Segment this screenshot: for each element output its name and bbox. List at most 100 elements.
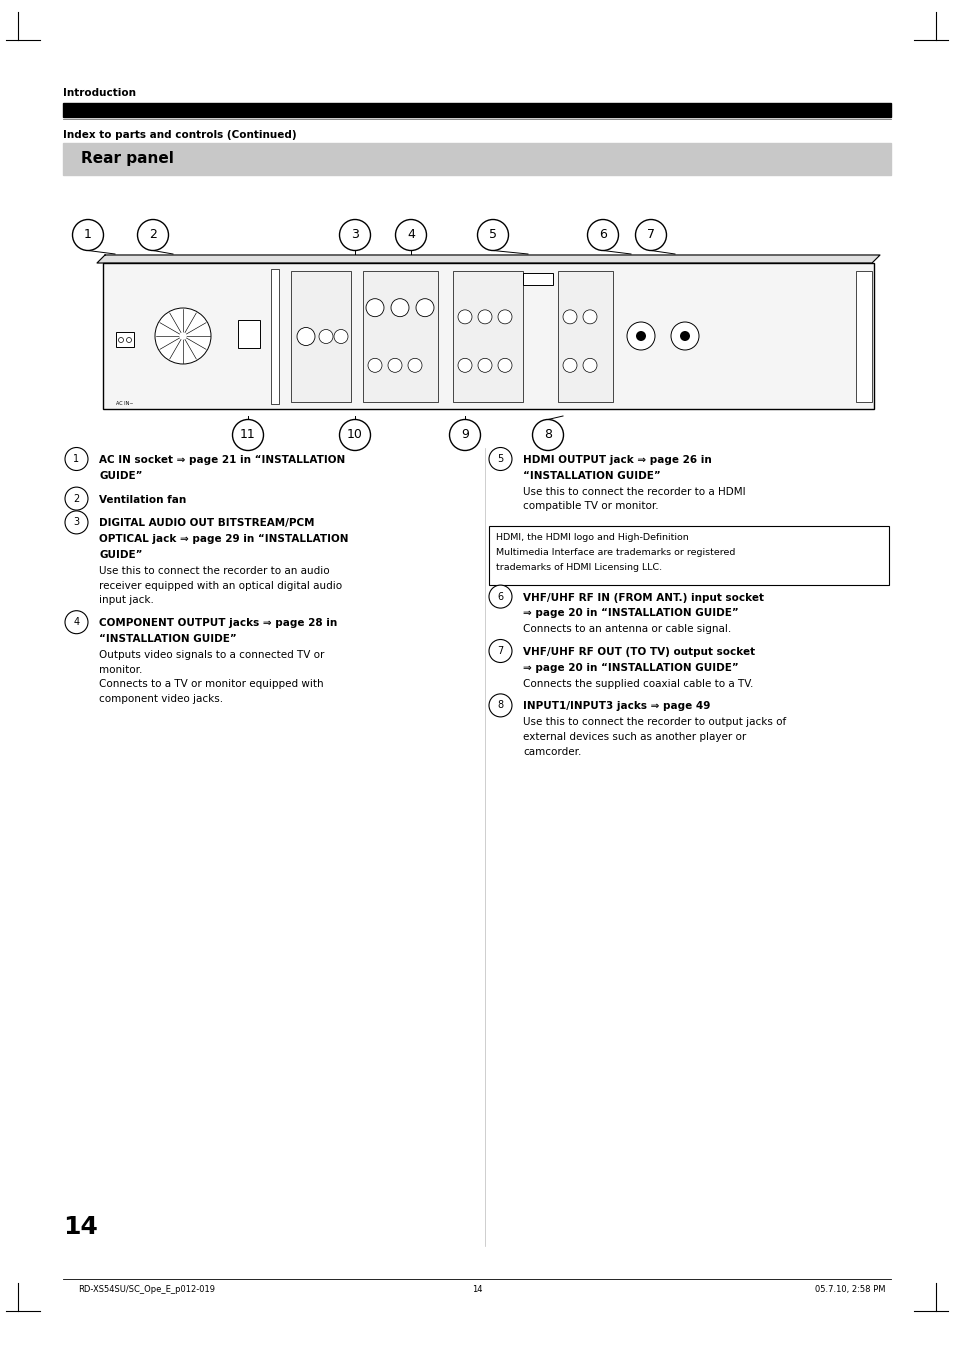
Text: 2: 2 [73, 493, 79, 504]
Text: Use this to connect the recorder to output jacks of: Use this to connect the recorder to outp… [522, 717, 785, 727]
Circle shape [582, 309, 597, 324]
Text: HDMI OUTPUT jack ⇒ page 26 in: HDMI OUTPUT jack ⇒ page 26 in [522, 455, 711, 465]
Circle shape [562, 309, 577, 324]
Text: input jack.: input jack. [99, 596, 153, 605]
Text: 8: 8 [497, 700, 503, 711]
Text: ⇒ page 20 in “INSTALLATION GUIDE”: ⇒ page 20 in “INSTALLATION GUIDE” [522, 608, 738, 619]
Text: Rear panel: Rear panel [81, 151, 173, 166]
Text: ⇒ page 20 in “INSTALLATION GUIDE”: ⇒ page 20 in “INSTALLATION GUIDE” [522, 663, 738, 673]
Text: 14: 14 [471, 1285, 482, 1294]
Bar [63, 103, 890, 118]
Text: RD-XS54SU/SC_Ope_E_p012-019: RD-XS54SU/SC_Ope_E_p012-019 [78, 1285, 214, 1294]
Circle shape [679, 331, 689, 340]
Text: 8: 8 [543, 428, 552, 442]
Text: Connects the supplied coaxial cable to a TV.: Connects the supplied coaxial cable to a… [522, 678, 753, 689]
Text: “INSTALLATION GUIDE”: “INSTALLATION GUIDE” [522, 470, 660, 481]
Text: 6: 6 [497, 592, 503, 601]
Text: compatible TV or monitor.: compatible TV or monitor. [522, 501, 658, 512]
Text: Connects to an antenna or cable signal.: Connects to an antenna or cable signal. [522, 624, 731, 634]
Text: AC IN socket ⇒ page 21 in “INSTALLATION: AC IN socket ⇒ page 21 in “INSTALLATION [99, 455, 345, 465]
Text: 3: 3 [73, 517, 79, 527]
Text: 4: 4 [73, 617, 79, 627]
Text: 5: 5 [497, 454, 503, 463]
Circle shape [388, 358, 401, 373]
Text: Connects to a TV or monitor equipped with: Connects to a TV or monitor equipped wit… [99, 680, 323, 689]
Text: Use this to connect the recorder to an audio: Use this to connect the recorder to an a… [99, 566, 330, 576]
Text: Introduction: Introduction [63, 88, 136, 99]
Text: 4: 4 [407, 228, 415, 242]
Circle shape [477, 358, 492, 373]
Circle shape [391, 299, 409, 316]
Circle shape [562, 358, 577, 373]
Text: HDMI, the HDMI logo and High-Definition: HDMI, the HDMI logo and High-Definition [496, 534, 688, 542]
Text: GUIDE”: GUIDE” [99, 470, 142, 481]
Text: 11: 11 [240, 428, 255, 442]
Text: “INSTALLATION GUIDE”: “INSTALLATION GUIDE” [99, 634, 236, 644]
Circle shape [587, 219, 618, 250]
Circle shape [334, 330, 348, 343]
Polygon shape [97, 255, 879, 263]
Text: camcorder.: camcorder. [522, 747, 580, 757]
Circle shape [477, 309, 492, 324]
Circle shape [626, 322, 655, 350]
Text: GUIDE”: GUIDE” [99, 550, 142, 561]
Text: Use this to connect the recorder to a HDMI: Use this to connect the recorder to a HD… [522, 486, 745, 497]
Bar [558, 272, 613, 403]
Text: COMPONENT OUTPUT jacks ⇒ page 28 in: COMPONENT OUTPUT jacks ⇒ page 28 in [99, 619, 337, 628]
Circle shape [416, 299, 434, 316]
Text: 05.7.10, 2:58 PM: 05.7.10, 2:58 PM [815, 1285, 885, 1294]
Text: DIGITAL AUDIO OUT BITSTREAM/PCM: DIGITAL AUDIO OUT BITSTREAM/PCM [99, 519, 314, 528]
Circle shape [154, 308, 211, 363]
Circle shape [339, 420, 370, 450]
Circle shape [489, 447, 512, 470]
Text: Multimedia Interface are trademarks or registered: Multimedia Interface are trademarks or r… [496, 549, 735, 557]
Text: 7: 7 [646, 228, 655, 242]
Text: INPUT1/INPUT3 jacks ⇒ page 49: INPUT1/INPUT3 jacks ⇒ page 49 [522, 701, 710, 712]
Text: 3: 3 [351, 228, 358, 242]
Circle shape [489, 639, 512, 662]
Circle shape [582, 358, 597, 373]
Text: 5: 5 [489, 228, 497, 242]
Circle shape [65, 611, 88, 634]
Circle shape [532, 420, 563, 450]
Circle shape [366, 299, 384, 316]
Circle shape [296, 327, 314, 346]
Circle shape [497, 309, 512, 324]
Text: 1: 1 [73, 454, 79, 463]
Bar [522, 273, 553, 285]
Text: trademarks of HDMI Licensing LLC.: trademarks of HDMI Licensing LLC. [496, 563, 661, 571]
Bar [116, 332, 133, 347]
Text: 14: 14 [63, 1215, 98, 1239]
Bar [363, 272, 437, 403]
Text: OPTICAL jack ⇒ page 29 in “INSTALLATION: OPTICAL jack ⇒ page 29 in “INSTALLATION [99, 534, 348, 544]
Bar [855, 272, 871, 403]
Text: component video jacks.: component video jacks. [99, 694, 223, 704]
Circle shape [233, 420, 263, 450]
Text: Ventilation fan: Ventilation fan [99, 494, 186, 505]
Bar [453, 272, 522, 403]
Text: 9: 9 [460, 428, 469, 442]
Text: monitor.: monitor. [99, 665, 142, 674]
Circle shape [477, 219, 508, 250]
Text: 10: 10 [347, 428, 362, 442]
Circle shape [180, 332, 186, 339]
Text: AC IN~: AC IN~ [116, 401, 133, 407]
Circle shape [497, 358, 512, 373]
Text: 7: 7 [497, 646, 503, 657]
Circle shape [457, 358, 472, 373]
Circle shape [137, 219, 169, 250]
Text: 2: 2 [149, 228, 157, 242]
Text: 1: 1 [84, 228, 91, 242]
Circle shape [65, 511, 88, 534]
Circle shape [72, 219, 103, 250]
Circle shape [408, 358, 421, 373]
Circle shape [65, 488, 88, 511]
Circle shape [457, 309, 472, 324]
Circle shape [489, 585, 512, 608]
Circle shape [318, 330, 333, 343]
Text: VHF/UHF RF OUT (TO TV) output socket: VHF/UHF RF OUT (TO TV) output socket [522, 647, 755, 657]
Circle shape [65, 447, 88, 470]
Bar [271, 269, 278, 404]
Circle shape [368, 358, 381, 373]
Text: external devices such as another player or: external devices such as another player … [522, 732, 745, 742]
